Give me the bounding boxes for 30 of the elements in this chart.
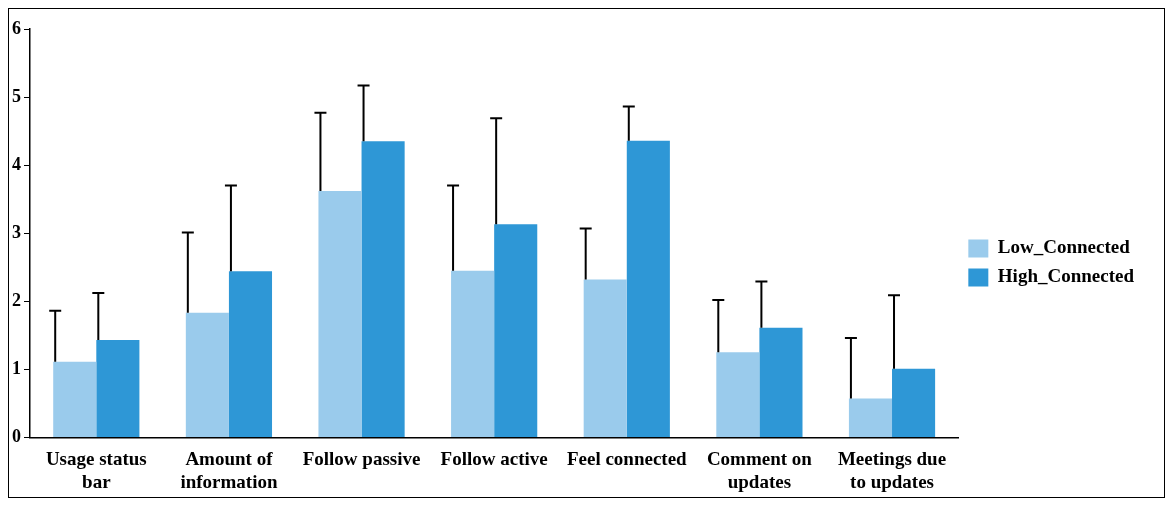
bar: [892, 368, 936, 437]
bar: [185, 312, 229, 437]
y-tick-label: 1: [12, 357, 21, 378]
y-tick-label: 5: [12, 85, 21, 106]
legend-label: High_Connected: [997, 265, 1135, 287]
y-tick-label: 3: [12, 221, 21, 242]
y-tick-label: 2: [12, 289, 21, 310]
bar: [494, 224, 538, 437]
x-tick-label: Follow passive: [302, 447, 421, 469]
y-tick-label: 0: [12, 426, 21, 447]
bar: [716, 352, 760, 437]
bar: [361, 141, 405, 437]
legend-label: Low_Connected: [997, 236, 1131, 258]
x-tick-label: Feel connected: [566, 447, 688, 469]
bar: [583, 279, 627, 437]
bar: [451, 270, 495, 437]
x-tick-label: Comment on updates: [706, 447, 813, 492]
x-tick-label: Meetings due to updates: [837, 447, 947, 492]
x-tick-label: Usage status bar: [45, 447, 147, 492]
bar: [318, 191, 362, 437]
x-tick-label: Amount of information: [180, 447, 278, 492]
bar: [228, 271, 273, 437]
y-tick-label: 6: [12, 17, 21, 38]
bar: [848, 398, 893, 437]
bar: [96, 340, 140, 437]
bar: [626, 140, 670, 437]
bar: [759, 327, 803, 437]
y-tick-label: 4: [12, 153, 21, 174]
x-tick-label: Follow active: [440, 447, 548, 469]
bar: [53, 361, 97, 437]
